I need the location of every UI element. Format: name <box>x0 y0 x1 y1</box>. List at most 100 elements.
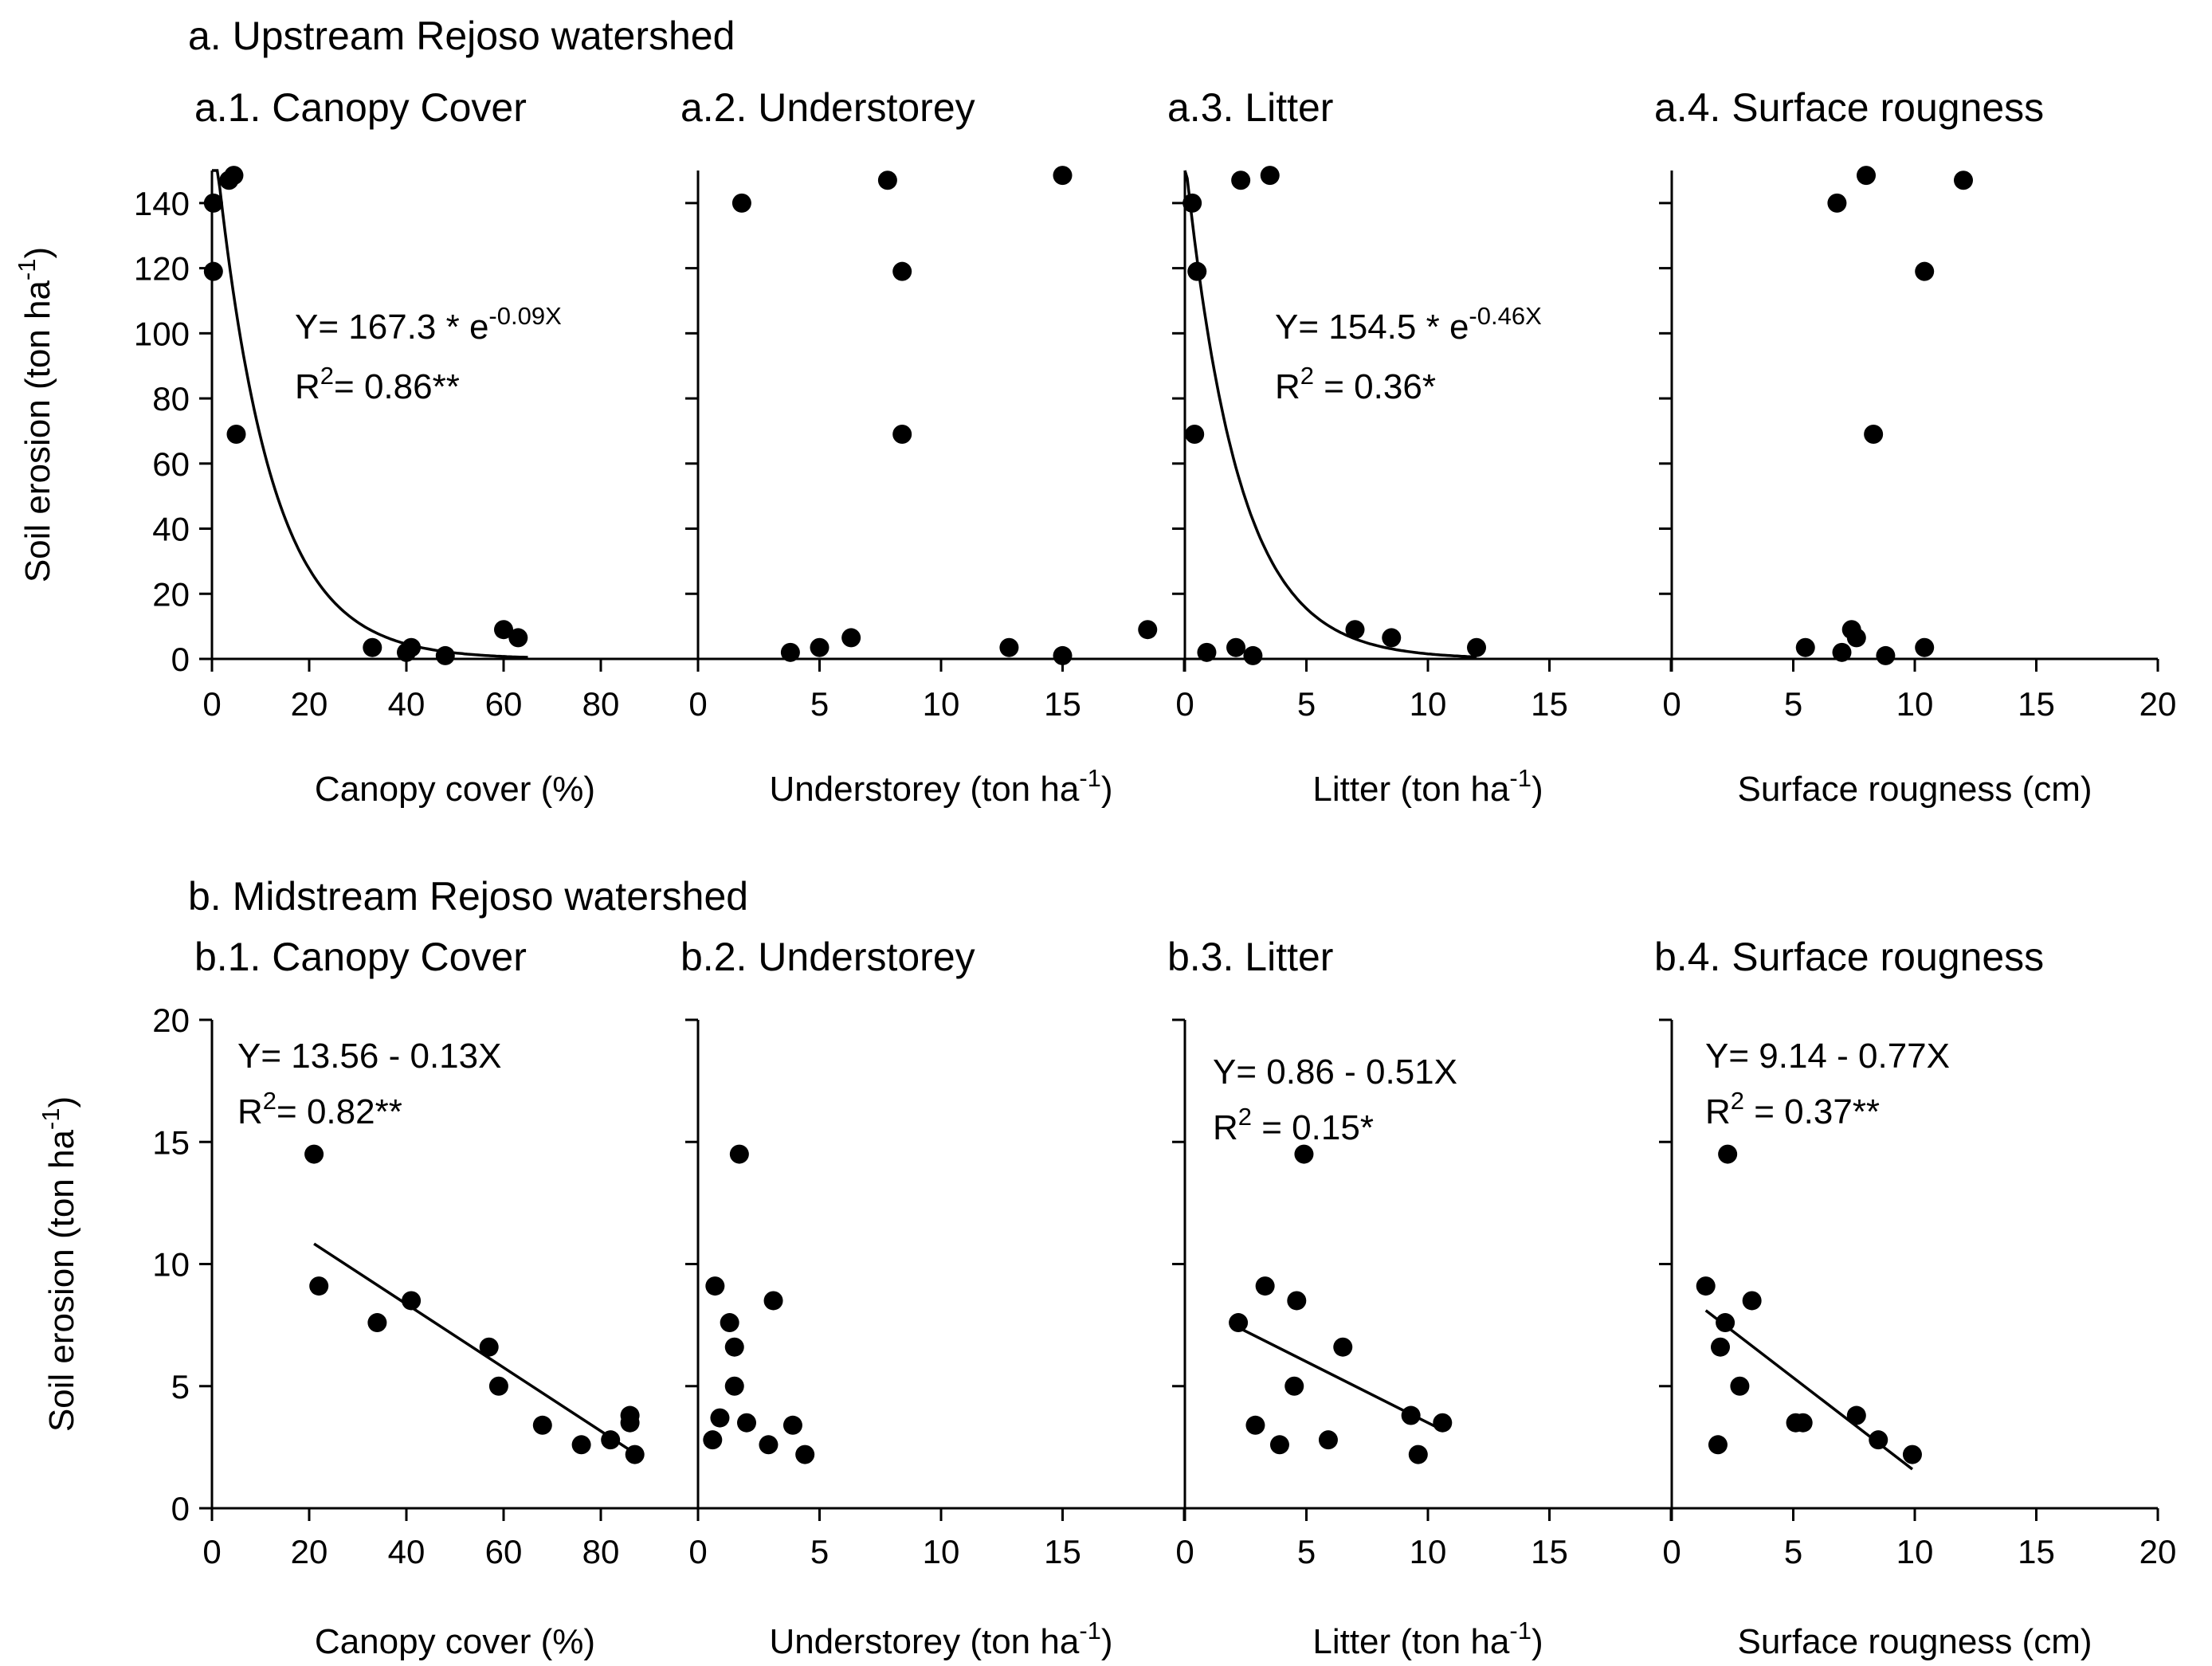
x-tick-label: 0 <box>1662 685 1681 723</box>
fit-r-squared-part: R <box>1213 1108 1238 1147</box>
x-axis-label-part: Surface rougness (cm) <box>1737 1622 2092 1661</box>
data-point <box>1318 1430 1338 1450</box>
panel-title: b.4. Surface rougness <box>1654 935 2044 979</box>
data-point <box>1846 1405 1866 1425</box>
data-point <box>877 171 897 190</box>
fit-r-squared-part: = 0.36* <box>1314 367 1436 406</box>
y-axis-label-sup: -1 <box>37 1107 65 1130</box>
fit-equation-sup: -0.09X <box>488 302 562 330</box>
x-tick-label: 15 <box>2018 685 2055 723</box>
data-point <box>1467 637 1486 657</box>
x-tick-label: 5 <box>1784 685 1802 723</box>
data-point <box>759 1435 779 1455</box>
data-point <box>601 1430 621 1450</box>
data-point <box>1269 1435 1289 1455</box>
data-point <box>304 1144 324 1164</box>
x-tick-label: 0 <box>1175 1533 1194 1570</box>
x-tick-label: 10 <box>1896 1533 1934 1570</box>
x-axis-label-part: Canopy cover (%) <box>315 770 595 809</box>
x-axis-label-sup: -1 <box>1079 1617 1101 1644</box>
data-point <box>1243 645 1263 665</box>
x-tick-label: 0 <box>688 1533 707 1570</box>
y-tick-label: 60 <box>152 445 190 483</box>
y-tick-label: 20 <box>152 575 190 613</box>
x-axis-label-part: Understorey (ton ha <box>769 770 1079 809</box>
data-point <box>488 1376 508 1396</box>
data-point <box>780 642 800 662</box>
data-point <box>1711 1337 1730 1357</box>
x-tick-label: 40 <box>388 1533 426 1570</box>
panel-2: a.2. Understorey 0 5 10 15 Understorey (ton h… <box>680 85 1186 809</box>
data-point <box>1284 1376 1304 1396</box>
data-point <box>1138 620 1158 640</box>
x-axis-label: Understorey (ton ha-1) <box>769 764 1112 809</box>
data-point <box>703 1430 723 1450</box>
panel-group-upstream: a. Upstream Rejoso watershed Soil erosion… <box>13 14 2176 809</box>
data-point <box>363 637 382 657</box>
data-point <box>1408 1445 1428 1464</box>
y-axis-label-part: Soil erosion (ton ha <box>18 280 57 583</box>
panel-title: a.2. Understorey <box>680 85 975 130</box>
data-point <box>1832 642 1852 662</box>
panel-group-midstream: b. Midstream Rejoso watershed Soil erosio… <box>37 874 2176 1661</box>
data-point <box>737 1413 756 1433</box>
x-axis-label: Litter (ton ha-1) <box>1312 764 1543 809</box>
data-point <box>1287 1291 1307 1311</box>
data-point <box>705 1276 725 1296</box>
panel-3: a.3. Litter 0 5 10 15 Litter (ton ha-1) Y= 154… <box>1167 85 1673 809</box>
fit-equation: Y= 154.5 * e-0.46X <box>1275 302 1542 347</box>
data-point <box>782 1415 802 1435</box>
data-point <box>1185 425 1205 445</box>
y-tick-label: 100 <box>134 315 190 352</box>
data-point <box>1742 1291 1762 1311</box>
fit-r-squared-sup: 2 <box>1300 362 1314 390</box>
data-point <box>1245 1415 1265 1435</box>
data-point <box>1876 645 1896 665</box>
y-axis-label: Soil erosion (ton ha-1) <box>37 1096 81 1432</box>
data-point <box>224 166 244 186</box>
panel-title: b.2. Understorey <box>680 935 975 979</box>
y-tick-label: 20 <box>152 1002 190 1039</box>
data-point <box>1827 193 1847 213</box>
group-title: a. Upstream Rejoso watershed <box>188 14 735 58</box>
fit-r-squared-sup: 2 <box>1731 1087 1744 1115</box>
fit-r-squared: R2= 0.86** <box>295 362 460 406</box>
group-title: b. Midstream Rejoso watershed <box>188 874 748 919</box>
y-tick-label: 40 <box>152 511 190 548</box>
data-point <box>508 628 528 648</box>
x-tick-label: 10 <box>923 685 960 723</box>
fit-equation-sup: -0.46X <box>1469 302 1542 330</box>
x-tick-label: 0 <box>202 1533 221 1570</box>
fit-equation: Y= 13.56 - 0.13X <box>237 1037 501 1076</box>
x-axis-label: Canopy cover (%) <box>315 770 595 809</box>
data-point <box>571 1435 591 1455</box>
x-axis-label-part: Litter (ton ha <box>1312 1622 1510 1661</box>
x-tick-label: 15 <box>1044 685 1081 723</box>
data-point <box>203 261 223 281</box>
x-tick-label: 20 <box>291 1533 328 1570</box>
panel-title: a.4. Surface rougness <box>1654 85 2044 130</box>
fit-equation: Y= 167.3 * e-0.09X <box>295 302 562 347</box>
fit-equation-part: Y= 154.5 * e <box>1275 308 1469 347</box>
y-tick-label: 15 <box>152 1123 190 1161</box>
panel-title: b.1. Canopy Cover <box>194 935 527 979</box>
x-tick-label: 5 <box>1784 1533 1802 1570</box>
data-point <box>1915 261 1935 281</box>
x-tick-label: 0 <box>1175 685 1194 723</box>
fit-line <box>212 169 528 659</box>
data-point <box>479 1337 499 1357</box>
x-tick-label: 5 <box>810 685 829 723</box>
y-tick-label: 140 <box>134 185 190 222</box>
data-point <box>309 1276 329 1296</box>
fit-r-squared-part: = 0.86** <box>334 367 460 406</box>
x-axis-label: Understorey (ton ha-1) <box>769 1617 1112 1661</box>
data-point <box>1260 166 1280 186</box>
x-tick-label: 10 <box>1896 685 1934 723</box>
data-point <box>1182 193 1202 213</box>
x-tick-label: 40 <box>388 685 426 723</box>
x-axis-label-part: Surface rougness (cm) <box>1737 770 2092 809</box>
fit-r-squared-part: R <box>237 1092 263 1131</box>
data-point <box>1795 637 1815 657</box>
panel-title: a.3. Litter <box>1167 85 1333 130</box>
